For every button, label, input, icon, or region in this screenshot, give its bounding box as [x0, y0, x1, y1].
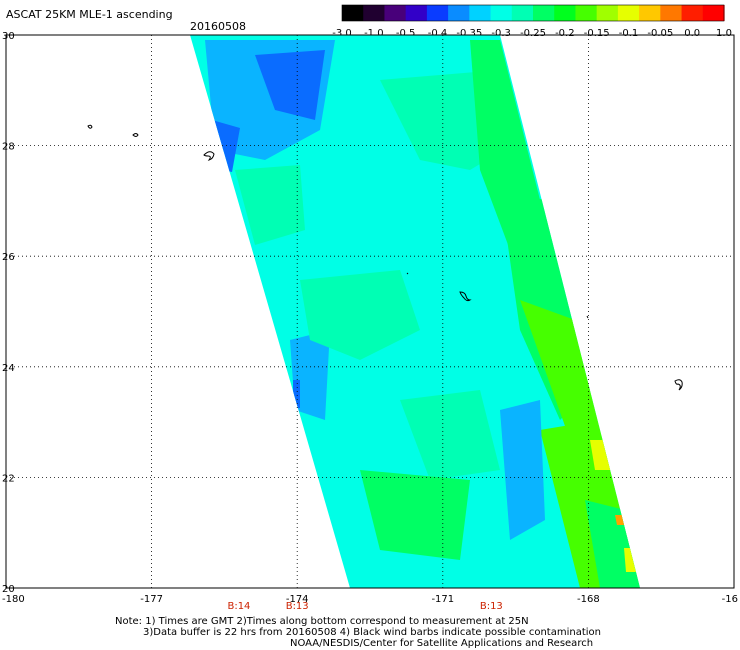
island-outline — [203, 151, 215, 161]
colorbar-swatch — [363, 5, 386, 21]
colorbar-swatch — [405, 5, 428, 21]
lat-tick-label: 30 — [2, 31, 15, 42]
colorbar-label: -0.2 — [555, 28, 575, 39]
swath-cell — [255, 50, 325, 120]
colorbar-swatch — [575, 5, 598, 21]
colorbar-label: -0.1 — [619, 28, 639, 39]
colorbar-label: 0.0 — [684, 28, 700, 39]
colorbar-label: -3.0 — [332, 28, 352, 39]
colorbar-swatch — [342, 5, 364, 21]
lat-tick-label: 22 — [2, 473, 15, 484]
colorbar-swatch — [384, 5, 407, 21]
colorbar-label: -0.5 — [396, 28, 416, 39]
swath-cell — [300, 270, 420, 360]
lat-tick-label: 28 — [2, 142, 15, 153]
colorbar-swatch — [660, 5, 683, 21]
time-label: B:13 — [286, 601, 309, 612]
colorbar — [341, 4, 725, 22]
colorbar-labels: -3.0 -1.0 -0.5 -0.4 -0.35 -0.3 -0.25 -0.2 -0.15-… — [332, 28, 732, 39]
swath-cell — [235, 165, 305, 245]
lat-tick-label: 24 — [2, 363, 15, 374]
colorbar-label: -0.35 — [456, 28, 482, 39]
colorbar-swatch — [448, 5, 470, 21]
colorbar-swatch — [554, 5, 577, 21]
map-grid — [6, 35, 734, 588]
note-line-3: NOAA/NESDIS/Center for Satellite Applica… — [290, 638, 593, 649]
colorbar-swatch — [639, 5, 661, 21]
note-line-1: Note: 1) Times are GMT 2)Times along bot… — [115, 616, 529, 627]
time-label: B:14 — [227, 601, 250, 612]
island-outline — [586, 315, 589, 319]
swath-cell — [360, 470, 470, 560]
colorbar-swatch — [511, 5, 534, 21]
colorbar-swatch — [702, 5, 725, 21]
colorbar-swatch — [617, 5, 640, 21]
colorbar-swatch — [681, 5, 704, 21]
time-labels: B:14 B:13 B:13 — [227, 601, 502, 612]
lat-tick-label: 20 — [2, 584, 15, 595]
scatterometer-swath — [190, 35, 640, 588]
longitude-labels: -180 -177 -174 -171 -168 -16 — [2, 594, 738, 605]
colorbar-border — [341, 4, 725, 22]
colorbar-label: -0.05 — [647, 28, 673, 39]
islands — [87, 124, 683, 391]
colorbar-label: -0.15 — [584, 28, 610, 39]
island-outline — [87, 124, 93, 129]
lon-tick-label: -177 — [140, 594, 163, 605]
note-line-2: 3)Data buffer is 22 hrs from 20160508 4)… — [143, 627, 601, 638]
lon-tick-label: -180 — [2, 594, 25, 605]
island-outline — [674, 379, 683, 391]
colorbar-label: -1.0 — [364, 28, 384, 39]
colorbar-swatch — [469, 5, 492, 21]
swath-cell — [624, 548, 636, 572]
latitude-labels: 20 22 24 26 28 30 — [2, 31, 15, 595]
lon-tick-label: -174 — [286, 594, 309, 605]
lon-tick-label: -16 — [722, 594, 738, 605]
colorbar-swatch — [426, 5, 449, 21]
lon-tick-label: -171 — [431, 594, 454, 605]
colorbar-swatch — [533, 5, 555, 21]
time-label: B:13 — [480, 601, 503, 612]
island-outline — [406, 272, 409, 275]
lat-tick-label: 26 — [2, 252, 15, 263]
product-title: ASCAT 25KM MLE-1 ascending — [6, 8, 173, 21]
colorbar-label: -0.4 — [428, 28, 448, 39]
swath-cell — [500, 400, 545, 540]
swath-cell — [520, 300, 598, 440]
swath-cell — [400, 390, 500, 480]
lon-tick-label: -168 — [577, 594, 600, 605]
colorbar-swatch — [596, 5, 619, 21]
island-outline — [132, 133, 139, 137]
colorbar-swatch — [490, 5, 513, 21]
colorbar-label: -0.3 — [491, 28, 511, 39]
island-outline — [459, 291, 472, 302]
product-date: 20160508 — [190, 20, 246, 33]
colorbar-label: 1.0 — [716, 28, 732, 39]
colorbar-label: -0.25 — [520, 28, 546, 39]
map-frame — [5, 34, 735, 589]
swath-cell — [293, 380, 300, 408]
